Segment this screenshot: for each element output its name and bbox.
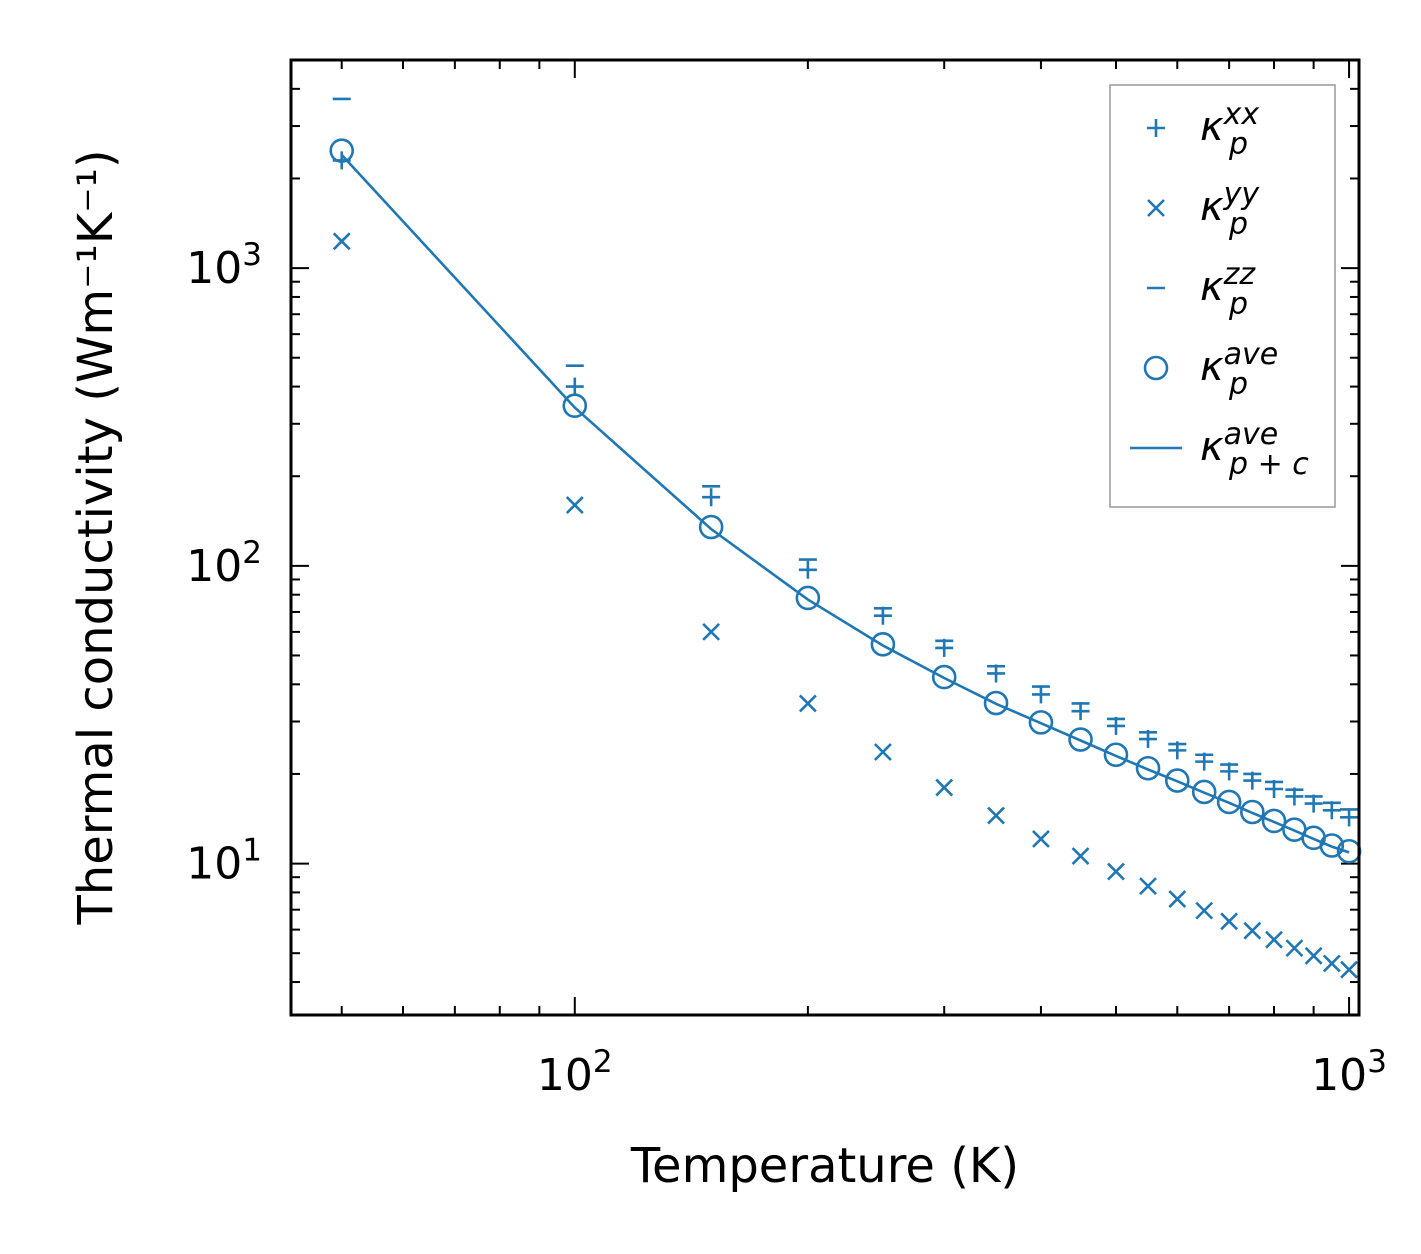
x-tick-label: 102 bbox=[537, 1044, 613, 1101]
x-axis-label: Temperature (K) bbox=[630, 1138, 1019, 1194]
data-point-kxx bbox=[702, 488, 721, 507]
legend-entry-kxx: κxx p bbox=[1147, 97, 1259, 162]
data-point-kave bbox=[1216, 789, 1242, 815]
data-point-kyy bbox=[1265, 930, 1283, 949]
data-point-kyy bbox=[1071, 847, 1090, 865]
legend-box bbox=[1109, 84, 1336, 508]
legend-entry-kzz: κzz p bbox=[1147, 257, 1256, 322]
data-point-kyy bbox=[1322, 954, 1341, 973]
series-kave bbox=[329, 138, 1362, 864]
y-tick-label: 102 bbox=[186, 535, 262, 592]
legend-entry-kyy: κyy p bbox=[1147, 177, 1260, 242]
data-point-kyy bbox=[332, 232, 351, 251]
major-ticks bbox=[291, 60, 1359, 1015]
data-point-kyy bbox=[1285, 939, 1304, 958]
legend: κxx p κyy p κzz p κave p κave p + c bbox=[1109, 84, 1336, 508]
data-point-kyy bbox=[1243, 921, 1262, 940]
data-point-kyy bbox=[702, 622, 721, 641]
data-point-kave bbox=[1103, 742, 1129, 768]
data-point-kave bbox=[1240, 799, 1265, 825]
legend-label: κave p bbox=[1200, 337, 1278, 402]
legend-label: κxx p bbox=[1200, 97, 1259, 162]
legend-marker bbox=[1147, 199, 1165, 217]
data-point-kave bbox=[1135, 755, 1161, 781]
y-tick-label: 103 bbox=[186, 237, 262, 294]
plot-frame bbox=[289, 58, 1361, 1017]
tick-labels: 102 103 101 102 103 bbox=[186, 237, 1387, 1101]
data-point-kave bbox=[1319, 833, 1345, 858]
legend-entry-kave_pc: κave p + c bbox=[1130, 417, 1309, 482]
legend-marker bbox=[1147, 119, 1165, 137]
legend-label: κave p + c bbox=[1200, 417, 1309, 482]
data-point-kxx bbox=[1340, 808, 1359, 827]
x-tick-label: 103 bbox=[1311, 1044, 1387, 1101]
legend-label: κzz p bbox=[1200, 257, 1256, 322]
data-point-kave bbox=[562, 393, 588, 419]
data-point-kxx bbox=[565, 377, 584, 396]
data-point-kxx bbox=[798, 560, 817, 579]
legend-entry-kave: κave p bbox=[1143, 337, 1278, 402]
data-point-kave bbox=[1191, 779, 1217, 805]
y-axis-label: Thermal conductivity (Wm⁻¹K⁻¹) bbox=[68, 149, 124, 925]
data-point-kxx bbox=[1322, 801, 1341, 820]
data-point-kave bbox=[698, 514, 724, 540]
y-tick-label: 101 bbox=[186, 833, 262, 890]
data-point-kyy bbox=[1304, 946, 1323, 965]
series-kyy bbox=[332, 232, 1358, 979]
series-line-kave_pc bbox=[340, 154, 1350, 854]
data-point-kyy bbox=[1340, 960, 1358, 979]
data-point-kyy bbox=[935, 778, 954, 797]
series-kzz bbox=[332, 97, 1359, 811]
data-point-kyy bbox=[1168, 890, 1187, 908]
data-point-kave bbox=[1068, 727, 1093, 752]
data-point-kave bbox=[1164, 768, 1190, 793]
data-point-kyy bbox=[987, 806, 1005, 825]
data-point-kxx bbox=[1071, 702, 1090, 721]
data-point-kave bbox=[795, 585, 821, 611]
data-point-kave bbox=[983, 690, 1009, 716]
series-kave_pc bbox=[340, 154, 1350, 854]
data-point-kave bbox=[1028, 710, 1054, 735]
data-point-kave bbox=[931, 664, 957, 690]
data-point-kyy bbox=[798, 694, 817, 713]
data-point-kave bbox=[1261, 808, 1287, 834]
data-point-kave bbox=[329, 138, 355, 163]
data-point-kyy bbox=[1220, 912, 1239, 931]
data-point-kyy bbox=[1139, 877, 1157, 896]
data-point-kyy bbox=[565, 496, 584, 514]
data-point-kyy bbox=[1107, 862, 1125, 881]
legend-label: κyy p bbox=[1200, 177, 1260, 242]
data-point-kave bbox=[870, 632, 896, 657]
data-point-kyy bbox=[1195, 901, 1214, 920]
data-point-kxx bbox=[873, 606, 892, 625]
data-series bbox=[329, 97, 1362, 979]
data-point-kxx bbox=[1031, 685, 1050, 704]
legend-marker bbox=[1143, 355, 1169, 381]
data-point-kyy bbox=[1032, 829, 1050, 848]
data-point-kyy bbox=[873, 743, 892, 761]
